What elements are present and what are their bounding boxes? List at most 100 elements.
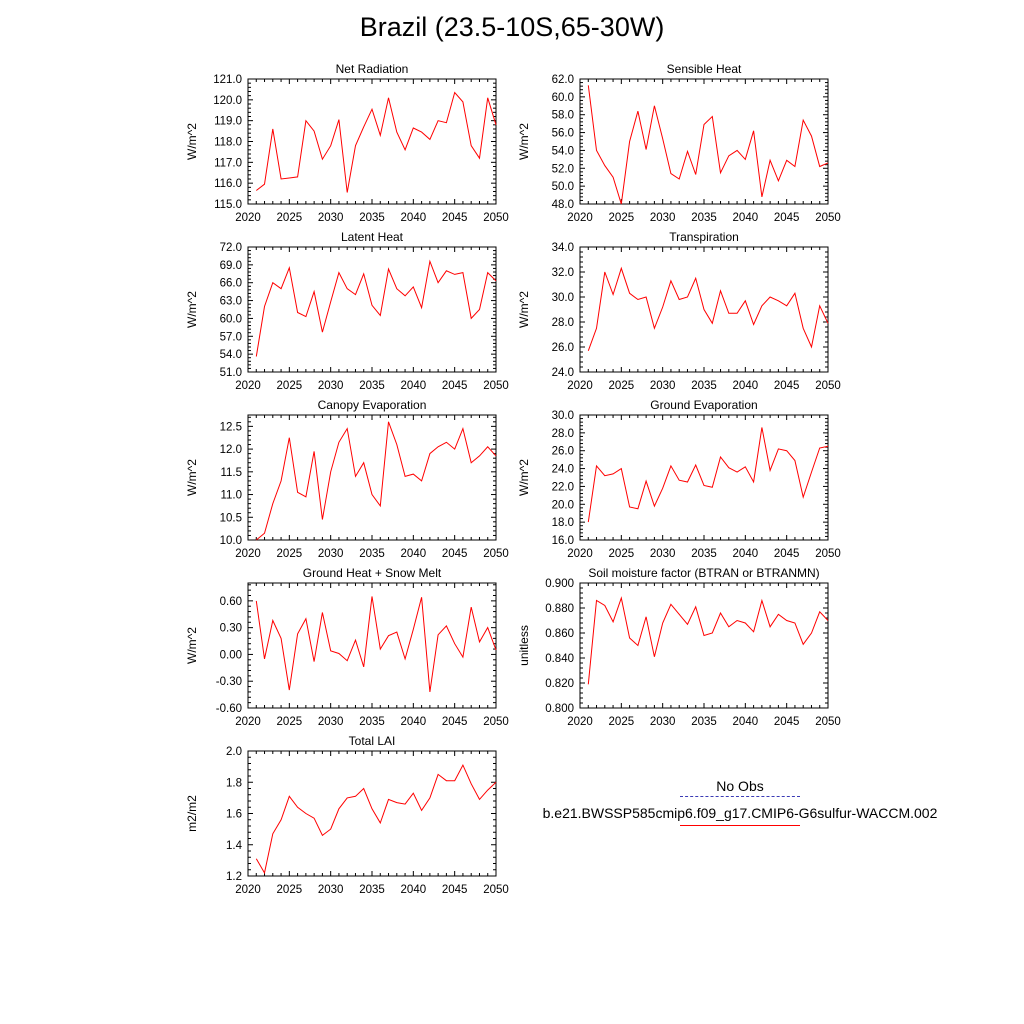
data-point	[786, 450, 788, 452]
y-axis-label: W/m^2	[517, 459, 531, 496]
y-tick-label: 30.0	[552, 410, 574, 422]
y-tick-label: 24.0	[552, 367, 574, 379]
data-point	[470, 317, 472, 319]
data-point	[487, 789, 489, 791]
y-tick-label: 1.2	[226, 871, 242, 883]
data-point	[421, 131, 423, 133]
data-point	[437, 773, 439, 775]
x-tick-label: 2025	[609, 380, 635, 392]
y-tick-label: 11.0	[220, 490, 242, 502]
data-point	[404, 295, 406, 297]
y-tick-label: 18.0	[552, 517, 574, 529]
data-point	[670, 465, 672, 467]
data-point	[819, 447, 821, 449]
data-point	[388, 268, 390, 270]
data-point	[711, 116, 713, 118]
plot-frame	[247, 750, 497, 877]
data-point	[330, 471, 332, 473]
data-point	[272, 282, 274, 284]
x-tick-label: 2050	[483, 548, 509, 560]
y-tick-label: 119.0	[214, 116, 242, 128]
data-point	[305, 618, 307, 620]
data-point	[703, 309, 705, 311]
plot-frame	[579, 582, 829, 709]
data-point	[462, 764, 464, 766]
data-point	[462, 272, 464, 274]
data-point	[587, 84, 589, 86]
data-point	[288, 437, 290, 439]
x-tick-label: 2050	[483, 380, 509, 392]
data-point	[629, 292, 631, 294]
data-point	[396, 131, 398, 133]
plot-frame	[579, 414, 829, 541]
data-point	[720, 456, 722, 458]
data-point	[379, 648, 381, 650]
data-point	[604, 605, 606, 607]
data-point	[297, 633, 299, 635]
data-point	[670, 603, 672, 605]
data-point	[728, 155, 730, 157]
data-point	[670, 280, 672, 282]
data-point	[288, 267, 290, 269]
data-point	[761, 600, 763, 602]
data-point	[454, 780, 456, 782]
data-point	[711, 486, 713, 488]
data-point	[495, 649, 497, 651]
data-point	[371, 595, 373, 597]
data-point	[330, 301, 332, 303]
data-point	[604, 165, 606, 167]
legend-model-label: b.e21.BWSSP585cmip6.f09_g17.CMIP6-G6sulf…	[542, 805, 938, 821]
data-point	[454, 643, 456, 645]
series-line	[587, 427, 829, 523]
x-tick-label: 2045	[442, 212, 468, 224]
data-point	[819, 305, 821, 307]
y-tick-label: 0.800	[545, 703, 574, 715]
panel-5: Ground Evaporation W/m^2 2020 2025 2030 2035 2…	[517, 398, 841, 560]
panel-7: Soil moisture factor (BTRAN or BTRANMN) u…	[517, 566, 841, 728]
data-point	[703, 635, 705, 637]
data-point	[371, 808, 373, 810]
data-point	[445, 122, 447, 124]
x-tick-label: 2040	[733, 548, 759, 560]
data-point	[794, 166, 796, 168]
data-point	[412, 127, 414, 129]
y-tick-label: 60.0	[552, 92, 574, 104]
x-tick-label: 2030	[650, 212, 676, 224]
data-point	[321, 834, 323, 836]
y-tick-label: 121.0	[213, 74, 242, 86]
data-point	[670, 173, 672, 175]
y-tick-label: 0.880	[545, 603, 574, 615]
y-axis-label: m2/m2	[185, 795, 199, 832]
series-line	[587, 266, 829, 351]
data-point	[280, 178, 282, 180]
data-point	[454, 92, 456, 94]
x-tick-label: 2040	[733, 380, 759, 392]
y-tick-label: 0.900	[545, 578, 574, 590]
x-tick-label: 2050	[815, 716, 841, 728]
panel-title: Sensible Heat	[667, 62, 742, 76]
y-axis-label: W/m^2	[185, 291, 199, 328]
series-line	[587, 596, 829, 685]
y-axis-label: unitless	[517, 625, 531, 666]
x-tick-label: 2040	[401, 212, 427, 224]
data-point	[404, 658, 406, 660]
y-tick-label: 30.0	[552, 292, 574, 304]
y-tick-label: 54.0	[220, 349, 242, 361]
data-point	[272, 128, 274, 130]
data-point	[653, 105, 655, 107]
data-point	[354, 475, 356, 477]
y-tick-label: 52.0	[552, 163, 574, 175]
data-point	[478, 455, 480, 457]
data-point	[338, 119, 340, 121]
data-point	[396, 802, 398, 804]
y-tick-label: 54.0	[552, 145, 574, 157]
y-tick-label: 0.30	[220, 623, 242, 635]
data-point	[802, 643, 804, 645]
data-point	[412, 628, 414, 630]
data-point	[786, 620, 788, 622]
data-point	[645, 616, 647, 618]
data-point	[487, 97, 489, 99]
x-tick-label: 2050	[815, 548, 841, 560]
data-point	[720, 290, 722, 292]
